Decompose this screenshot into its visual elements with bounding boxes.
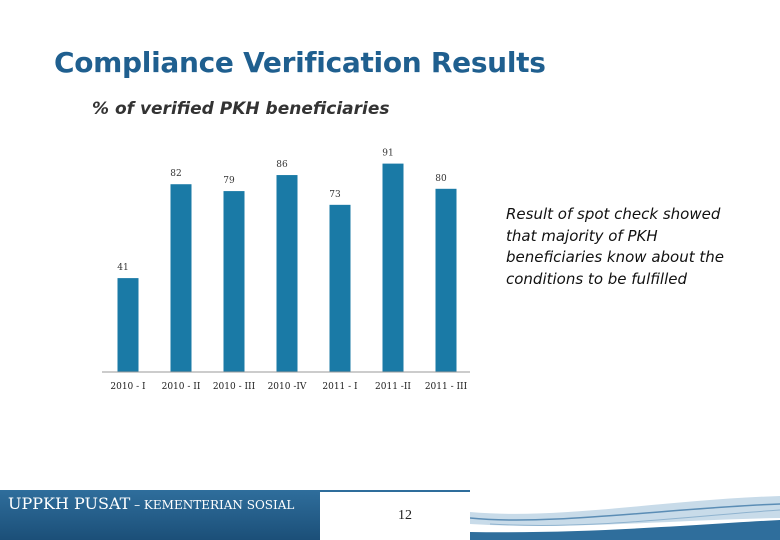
data-label-4: 86 — [276, 160, 288, 170]
bars-group: 41 82 79 86 73 91 80 — [117, 149, 457, 372]
page-number-box — [320, 492, 470, 540]
footer-org-minor: – KEMENTERIAN SOSIAL — [130, 498, 295, 512]
x-tick-label-2: 2010 - II — [162, 382, 201, 392]
data-label-7: 80 — [435, 174, 447, 184]
bar-1 — [117, 278, 139, 372]
x-tick-label-7: 2011 - III — [425, 382, 468, 392]
spot-check-note: Result of spot check showed that majorit… — [506, 205, 724, 288]
data-label-2: 82 — [170, 169, 181, 179]
data-label-5: 73 — [329, 190, 341, 200]
data-label-3: 79 — [223, 176, 235, 186]
x-tick-label-6: 2011 -II — [375, 382, 411, 392]
slide-title: Compliance Verification Results — [54, 46, 546, 79]
chart-title: % of verified PKH beneficiaries — [92, 99, 390, 119]
x-tick-label-3: 2010 - III — [213, 382, 256, 392]
bar-2 — [170, 184, 192, 372]
bar-3 — [223, 191, 245, 372]
x-tick-label-4: 2010 -IV — [268, 382, 307, 392]
bar-4 — [276, 175, 298, 372]
x-tick-label-5: 2011 - I — [322, 382, 358, 392]
footer-swoosh-decoration — [470, 490, 780, 540]
page-number: 12 — [398, 508, 412, 523]
bar-6 — [382, 163, 404, 372]
bar-7 — [435, 188, 457, 372]
footer-org-major: UPPKH PUSAT — [8, 494, 131, 513]
footer-org: UPPKH PUSAT – KEMENTERIAN SOSIAL — [8, 494, 294, 513]
x-axis-ticks: 2010 - I 2010 - II 2010 - III 2010 -IV 2011 … — [110, 382, 467, 392]
x-tick-label-1: 2010 - I — [110, 382, 146, 392]
bar-5 — [329, 204, 351, 372]
data-label-6: 91 — [382, 149, 393, 159]
data-label-1: 41 — [117, 263, 128, 273]
